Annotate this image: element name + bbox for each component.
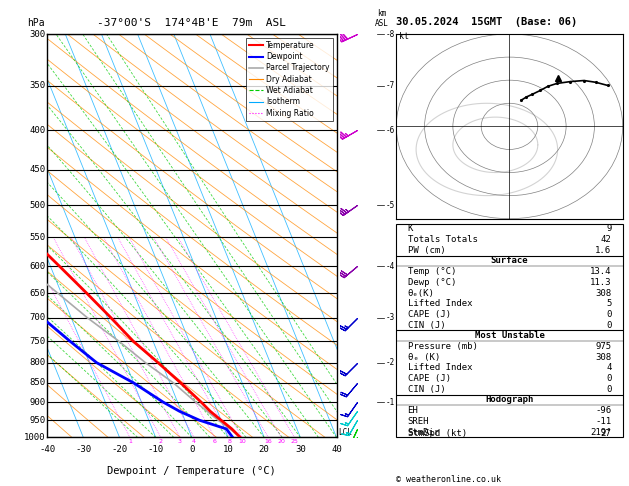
Text: Dewp (°C): Dewp (°C): [408, 278, 456, 287]
Text: 0: 0: [606, 374, 611, 383]
Text: 20: 20: [277, 439, 285, 444]
Text: PW (cm): PW (cm): [408, 246, 445, 255]
Text: Pressure (mb): Pressure (mb): [408, 342, 477, 351]
Text: StmSpd (kt): StmSpd (kt): [408, 429, 467, 437]
Text: 30.05.2024  15GMT  (Base: 06): 30.05.2024 15GMT (Base: 06): [396, 17, 577, 27]
Text: Temp (°C): Temp (°C): [408, 267, 456, 276]
Text: 0: 0: [606, 385, 611, 394]
Text: 350: 350: [30, 81, 46, 90]
Text: 4: 4: [606, 364, 611, 372]
Text: 308: 308: [595, 289, 611, 297]
Text: 1: 1: [128, 439, 132, 444]
Text: 6: 6: [213, 439, 216, 444]
Text: CAPE (J): CAPE (J): [408, 310, 450, 319]
Text: km
ASL: km ASL: [375, 9, 389, 28]
Text: 30: 30: [295, 446, 306, 454]
Text: Lifted Index: Lifted Index: [408, 364, 472, 372]
Text: -4: -4: [386, 262, 395, 271]
Text: 700: 700: [30, 313, 46, 322]
Text: 11.3: 11.3: [590, 278, 611, 287]
Text: 650: 650: [30, 289, 46, 297]
Text: -5: -5: [386, 201, 395, 209]
Text: 550: 550: [30, 233, 46, 242]
Text: 10: 10: [238, 439, 246, 444]
Text: 0: 0: [606, 310, 611, 319]
Text: © weatheronline.co.uk: © weatheronline.co.uk: [396, 474, 501, 484]
Text: SREH: SREH: [408, 417, 429, 426]
Text: 13.4: 13.4: [590, 267, 611, 276]
Text: 400: 400: [30, 126, 46, 135]
Text: CAPE (J): CAPE (J): [408, 374, 450, 383]
Text: -96: -96: [595, 406, 611, 415]
Text: -2: -2: [386, 358, 395, 367]
Text: Hodograph: Hodograph: [486, 396, 533, 404]
Text: -3: -3: [386, 313, 395, 322]
Text: 750: 750: [30, 336, 46, 346]
Text: 10: 10: [223, 446, 233, 454]
Text: 4: 4: [192, 439, 196, 444]
Text: -1: -1: [386, 398, 395, 407]
Text: 40: 40: [331, 446, 342, 454]
Text: -37°00'S  174°4B'E  79m  ASL: -37°00'S 174°4B'E 79m ASL: [97, 18, 286, 28]
Text: -6: -6: [386, 126, 395, 135]
Text: 450: 450: [30, 165, 46, 174]
Text: -8: -8: [386, 30, 395, 38]
Text: 900: 900: [30, 398, 46, 407]
Text: K: K: [408, 225, 413, 233]
Text: LCL: LCL: [338, 428, 352, 437]
Text: kt: kt: [399, 32, 409, 41]
Text: Lifted Index: Lifted Index: [408, 299, 472, 308]
Text: -11: -11: [595, 417, 611, 426]
Text: 600: 600: [30, 262, 46, 271]
Text: hPa: hPa: [26, 18, 44, 28]
Text: 1000: 1000: [25, 433, 46, 442]
Text: Most Unstable: Most Unstable: [474, 331, 545, 340]
Text: 800: 800: [30, 358, 46, 367]
Text: θₑ (K): θₑ (K): [408, 353, 440, 362]
Legend: Temperature, Dewpoint, Parcel Trajectory, Dry Adiabat, Wet Adiabat, Isotherm, Mi: Temperature, Dewpoint, Parcel Trajectory…: [247, 38, 333, 121]
Text: CIN (J): CIN (J): [408, 385, 445, 394]
Text: θₑ(K): θₑ(K): [408, 289, 435, 297]
Text: 219°: 219°: [590, 428, 611, 436]
Text: 16: 16: [264, 439, 272, 444]
Text: Totals Totals: Totals Totals: [408, 235, 477, 244]
Text: 5: 5: [606, 299, 611, 308]
Text: -30: -30: [75, 446, 91, 454]
Text: 500: 500: [30, 201, 46, 209]
Text: -20: -20: [111, 446, 128, 454]
Text: CIN (J): CIN (J): [408, 321, 445, 330]
Text: Dewpoint / Temperature (°C): Dewpoint / Temperature (°C): [108, 466, 276, 476]
Text: -40: -40: [39, 446, 55, 454]
FancyBboxPatch shape: [396, 224, 623, 437]
Text: 300: 300: [30, 30, 46, 38]
Text: 8: 8: [228, 439, 232, 444]
Text: 2: 2: [159, 439, 163, 444]
Text: 9: 9: [606, 225, 611, 233]
Text: -10: -10: [148, 446, 164, 454]
Text: 0: 0: [189, 446, 194, 454]
Text: 3: 3: [178, 439, 182, 444]
Text: StmDir: StmDir: [408, 428, 440, 436]
Text: 950: 950: [30, 416, 46, 425]
Text: 975: 975: [595, 342, 611, 351]
Text: 850: 850: [30, 379, 46, 387]
Text: 42: 42: [601, 235, 611, 244]
Text: 25: 25: [291, 439, 298, 444]
Text: 0: 0: [606, 321, 611, 330]
Text: 27: 27: [601, 429, 611, 437]
Text: -7: -7: [386, 81, 395, 90]
Text: EH: EH: [408, 406, 418, 415]
Text: 308: 308: [595, 353, 611, 362]
Text: 1.6: 1.6: [595, 246, 611, 255]
Text: Surface: Surface: [491, 257, 528, 265]
Text: 20: 20: [259, 446, 270, 454]
